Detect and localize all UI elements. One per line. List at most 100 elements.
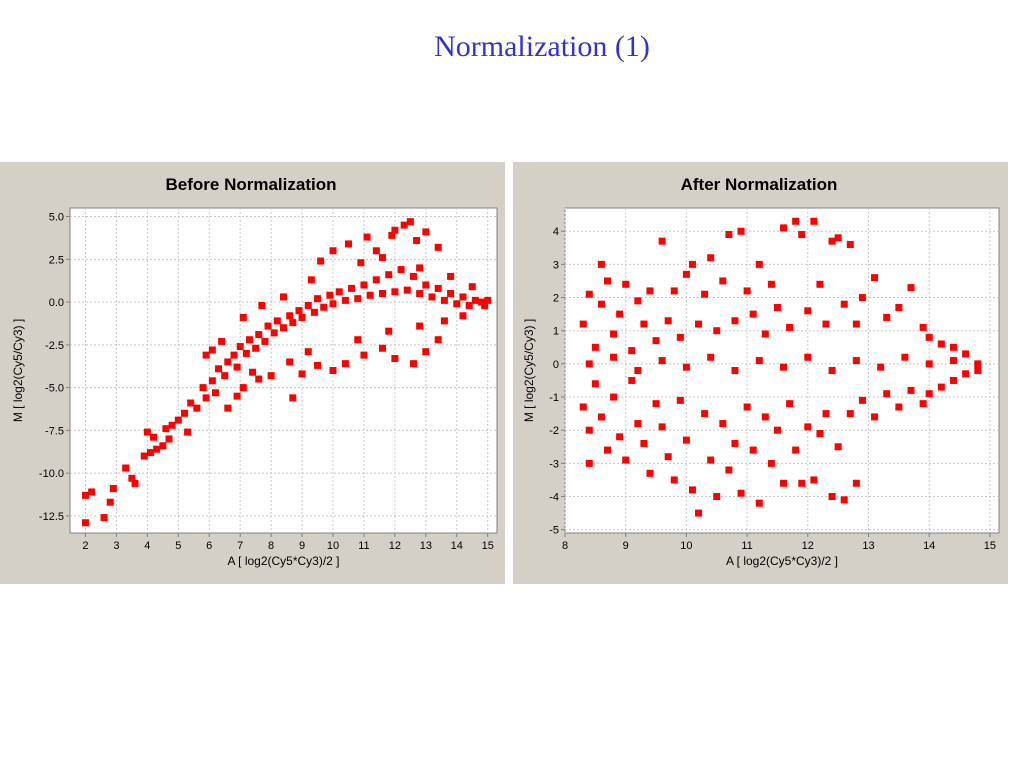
before-data-point bbox=[434, 284, 442, 292]
after-data-point bbox=[786, 400, 794, 408]
before-x-tick-label: 10 bbox=[327, 540, 339, 552]
after-normalization-chart-panel: After Normalization 8 9 10 11 12 13 14 15 4 3 2 1 0 -1… bbox=[513, 162, 1008, 584]
after-data-point bbox=[804, 423, 812, 431]
before-data-point bbox=[314, 295, 322, 303]
after-data-point bbox=[682, 436, 690, 444]
after-data-point bbox=[761, 330, 769, 338]
after-data-point bbox=[579, 403, 587, 411]
before-data-point bbox=[413, 237, 421, 244]
before-data-point bbox=[416, 290, 424, 298]
after-data-point bbox=[616, 310, 624, 318]
before-data-point bbox=[348, 284, 356, 292]
after-data-point bbox=[585, 426, 593, 434]
after-data-point bbox=[798, 479, 806, 487]
after-data-point bbox=[585, 459, 593, 467]
after-data-point bbox=[597, 413, 605, 421]
after-data-point bbox=[737, 227, 745, 235]
after-data-point bbox=[737, 489, 745, 497]
before-x-tick-label: 15 bbox=[482, 540, 494, 552]
before-data-point bbox=[354, 336, 362, 344]
before-data-point bbox=[261, 337, 269, 345]
after-data-point bbox=[780, 479, 788, 487]
before-x-tick-label: 9 bbox=[299, 540, 305, 552]
before-data-point bbox=[270, 329, 278, 337]
after-data-point bbox=[925, 333, 933, 341]
before-x-tick-label: 14 bbox=[451, 540, 463, 552]
before-data-point bbox=[106, 498, 114, 506]
before-data-point bbox=[459, 293, 467, 301]
after-data-point bbox=[846, 410, 854, 418]
before-data-point bbox=[366, 291, 374, 299]
before-data-point bbox=[174, 416, 182, 424]
after-data-point bbox=[652, 337, 660, 345]
before-data-point bbox=[416, 322, 424, 330]
slide-title: Normalization (1) bbox=[434, 30, 650, 63]
after-data-point bbox=[804, 353, 812, 361]
before-data-point bbox=[471, 296, 479, 304]
before-data-point bbox=[131, 479, 139, 487]
before-data-point bbox=[354, 295, 362, 303]
before-data-point bbox=[465, 302, 473, 309]
before-data-point bbox=[289, 394, 297, 402]
after-y-tick-label: -3 bbox=[549, 458, 559, 470]
before-data-point bbox=[252, 344, 260, 352]
before-data-point bbox=[304, 348, 312, 356]
after-data-point bbox=[840, 496, 848, 504]
after-data-point bbox=[676, 333, 684, 341]
before-x-tick-label: 7 bbox=[237, 540, 243, 552]
before-data-point bbox=[385, 327, 393, 335]
after-x-axis-label: A [ log2(Cy5*Cy3)/2 ] bbox=[726, 554, 838, 568]
after-y-tick-label: -5 bbox=[549, 525, 559, 537]
after-data-point bbox=[628, 347, 636, 355]
after-data-point bbox=[901, 353, 909, 361]
after-data-point bbox=[871, 413, 879, 421]
before-chart-title: Before Normalization bbox=[166, 175, 337, 194]
after-y-tick-label: -2 bbox=[549, 425, 559, 437]
after-data-point bbox=[640, 320, 648, 328]
after-data-point bbox=[749, 446, 757, 454]
before-data-point bbox=[245, 336, 253, 344]
before-data-point bbox=[224, 404, 232, 412]
before-data-point bbox=[379, 254, 387, 262]
before-data-point bbox=[264, 322, 272, 330]
before-data-point bbox=[208, 377, 216, 385]
before-data-point bbox=[233, 392, 241, 400]
after-data-point bbox=[949, 343, 957, 351]
after-data-point bbox=[810, 217, 818, 225]
after-data-point bbox=[828, 493, 836, 501]
before-data-point bbox=[341, 360, 349, 368]
after-data-point bbox=[883, 313, 891, 321]
after-data-point bbox=[670, 476, 678, 484]
after-y-axis-label: M [ log2(Cy5/Cy3) ] bbox=[522, 319, 536, 422]
before-data-point bbox=[202, 394, 210, 402]
before-data-point bbox=[215, 365, 223, 373]
after-x-tick-label: 12 bbox=[802, 540, 814, 552]
before-data-point bbox=[317, 257, 325, 265]
after-data-point bbox=[755, 499, 763, 507]
after-data-point bbox=[646, 469, 654, 477]
before-data-point bbox=[187, 399, 195, 407]
before-data-point bbox=[385, 271, 393, 279]
before-data-point bbox=[239, 313, 247, 321]
after-data-point bbox=[852, 479, 860, 487]
after-data-point bbox=[816, 430, 824, 438]
before-data-point bbox=[153, 445, 161, 453]
before-data-point bbox=[468, 283, 476, 291]
after-data-point bbox=[652, 400, 660, 408]
after-x-tick-label: 11 bbox=[741, 540, 752, 552]
after-data-point bbox=[719, 420, 727, 428]
after-data-point bbox=[658, 357, 666, 365]
before-data-point bbox=[320, 303, 328, 311]
before-data-point bbox=[372, 247, 380, 255]
before-data-point bbox=[289, 319, 297, 327]
after-chart-title: After Normalization bbox=[681, 175, 838, 194]
after-x-tick-label: 14 bbox=[923, 540, 935, 552]
before-data-point bbox=[239, 384, 247, 392]
after-data-point bbox=[585, 360, 593, 368]
after-data-point bbox=[603, 277, 611, 285]
before-data-point bbox=[447, 272, 455, 280]
before-data-point bbox=[128, 474, 136, 482]
before-y-tick-label: 0.0 bbox=[49, 297, 64, 309]
before-data-point bbox=[310, 308, 318, 316]
after-data-point bbox=[792, 217, 800, 225]
